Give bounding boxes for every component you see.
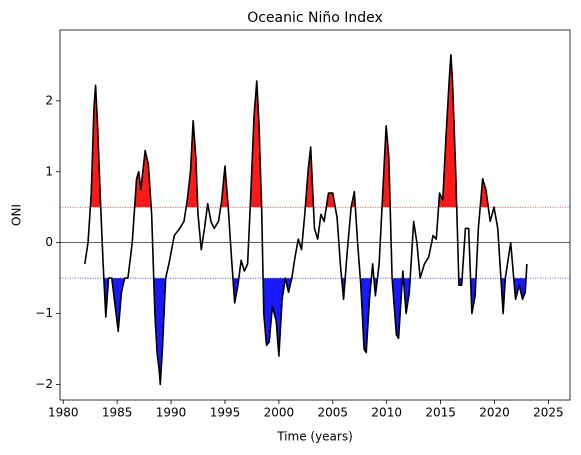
x-tick-label: 2015 <box>425 406 456 420</box>
x-tick-label: 1985 <box>102 406 133 420</box>
x-tick-label: 2005 <box>318 406 349 420</box>
x-tick-label: 1995 <box>210 406 241 420</box>
y-axis-label: ONI <box>10 204 24 226</box>
x-tick-label: 2010 <box>371 406 402 420</box>
x-axis-label: Time (years) <box>276 430 353 444</box>
y-tick-label: 0 <box>45 235 53 249</box>
x-tick-label: 2025 <box>533 406 564 420</box>
y-tick-label: −1 <box>35 306 53 320</box>
chart-title: Oceanic Niño Index <box>247 10 383 26</box>
x-tick-label: 1980 <box>48 406 79 420</box>
oni-line <box>84 54 528 386</box>
x-tick-label: 1990 <box>156 406 187 420</box>
x-tick-label: 2000 <box>264 406 295 420</box>
plot-frame <box>59 29 571 401</box>
y-tick-label: −2 <box>35 377 53 391</box>
x-tick-label: 2020 <box>479 406 510 420</box>
el-nino-fill <box>84 54 527 208</box>
y-tick-label: 1 <box>45 164 53 178</box>
y-tick-label: 2 <box>45 93 53 107</box>
